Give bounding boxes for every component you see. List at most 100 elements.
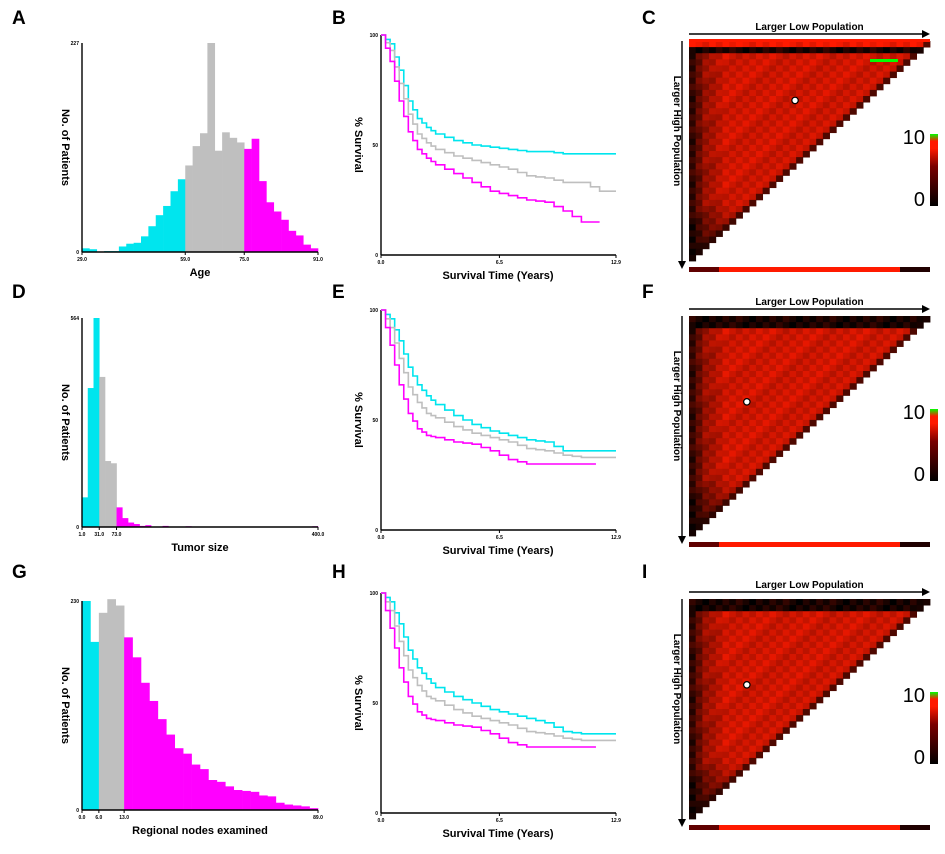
heatmap-cell (736, 395, 743, 402)
heatmap-cell (696, 237, 703, 244)
heatmap-cell (756, 108, 763, 115)
heatmap-cell (716, 224, 723, 231)
heatmap-cell (890, 322, 897, 329)
heatmap-cell (803, 120, 810, 127)
heatmap-cell (910, 599, 917, 606)
heatmap-cell (863, 654, 870, 661)
heatmap-cell (789, 432, 796, 439)
heatmap-cell (796, 678, 803, 685)
heatmap-cell (863, 636, 870, 643)
heatmap-cell (830, 322, 837, 329)
heatmap-cell (743, 691, 750, 698)
heatmap-cell (890, 599, 897, 606)
heatmap-cell (756, 727, 763, 734)
heatmap-cell (702, 727, 709, 734)
heatmap-cell (843, 654, 850, 661)
heatmap-cell (743, 758, 750, 765)
heatmap-cell (729, 328, 736, 335)
heatmap-cell (756, 617, 763, 624)
heatmap-cell (850, 84, 857, 91)
heatmap-cell (763, 636, 770, 643)
heatmap-cell (689, 703, 696, 710)
heatmap-cell (716, 114, 723, 121)
heatmap-cell (776, 53, 783, 60)
heatmap-cell (749, 188, 756, 195)
heatmap-cell (716, 611, 723, 618)
heatmap-cell (696, 469, 703, 476)
heatmap-cell (729, 630, 736, 637)
heatmap-cell (816, 84, 823, 91)
heatmap-cell (736, 359, 743, 366)
heatmap-cell (816, 72, 823, 79)
y-tick-label: 100 (370, 591, 379, 597)
heatmap-cell (722, 96, 729, 103)
heatmap-cell (716, 505, 723, 512)
heatmap-cell (756, 611, 763, 618)
heatmap-cell (850, 617, 857, 624)
y-tick-label: 230 (71, 599, 80, 605)
heatmap-cell (789, 334, 796, 341)
heatmap-cell (789, 59, 796, 66)
heatmap-cell (716, 157, 723, 164)
heatmap-cell (776, 709, 783, 716)
heatmap-cell (789, 133, 796, 140)
heatmap-cell (843, 648, 850, 655)
heatmap-cell (749, 691, 756, 698)
heatmap-cell (776, 145, 783, 152)
heatmap-cell (769, 426, 776, 433)
heatmap-cell (696, 438, 703, 445)
heatmap-cell (756, 630, 763, 637)
heatmap-cell (696, 788, 703, 795)
heatmap-cell (816, 660, 823, 667)
heatmap-cell (729, 78, 736, 85)
heatmap-cell (689, 715, 696, 722)
heatmap-cell (729, 395, 736, 402)
heatmap-cell (769, 328, 776, 335)
heatmap-cell (843, 383, 850, 390)
heatmap-cell (810, 636, 817, 643)
heatmap-cell (823, 611, 830, 618)
heatmap-cell (776, 450, 783, 457)
heatmap-cell (836, 359, 843, 366)
histogram-bar (149, 701, 158, 810)
heatmap-cell (716, 365, 723, 372)
heatmap-cell (709, 457, 716, 464)
heatmap-cell (756, 648, 763, 655)
heatmap-cell (903, 316, 910, 323)
heatmap-cell (769, 420, 776, 427)
heatmap-cell (722, 316, 729, 323)
heatmap-cell (722, 328, 729, 335)
heatmap-cell (856, 65, 863, 72)
heatmap-cell (709, 194, 716, 201)
heatmap-cell (803, 65, 810, 72)
heatmap-cell (803, 90, 810, 97)
heatmap-cell (863, 96, 870, 103)
heatmap-cell (689, 194, 696, 201)
heatmap-cell (729, 611, 736, 618)
heatmap-cell (803, 642, 810, 649)
heatmap-cell (803, 389, 810, 396)
heatmap-cell (729, 383, 736, 390)
heatmap-cell (729, 617, 736, 624)
heatmap-cell (709, 237, 716, 244)
heatmap-cell (702, 243, 709, 250)
heatmap-cell (709, 469, 716, 476)
heatmap-cell (843, 377, 850, 384)
heatmap-cell (722, 611, 729, 618)
heatmap-cell (696, 316, 703, 323)
heatmap-cell (763, 611, 770, 618)
heatmap-cell (696, 127, 703, 134)
heatmap-cell (729, 469, 736, 476)
heatmap-cell (743, 727, 750, 734)
heatmap-cell (776, 96, 783, 103)
heatmap-cell (722, 654, 729, 661)
heatmap-cell (903, 59, 910, 66)
heatmap-cell (729, 389, 736, 396)
heatmap-cell (863, 648, 870, 655)
heatmap-cell (729, 408, 736, 415)
heatmap-cell (722, 340, 729, 347)
heatmap-cell (729, 182, 736, 189)
heatmap-cell (729, 169, 736, 176)
heatmap-cell (722, 457, 729, 464)
heatmap-cell (716, 623, 723, 630)
